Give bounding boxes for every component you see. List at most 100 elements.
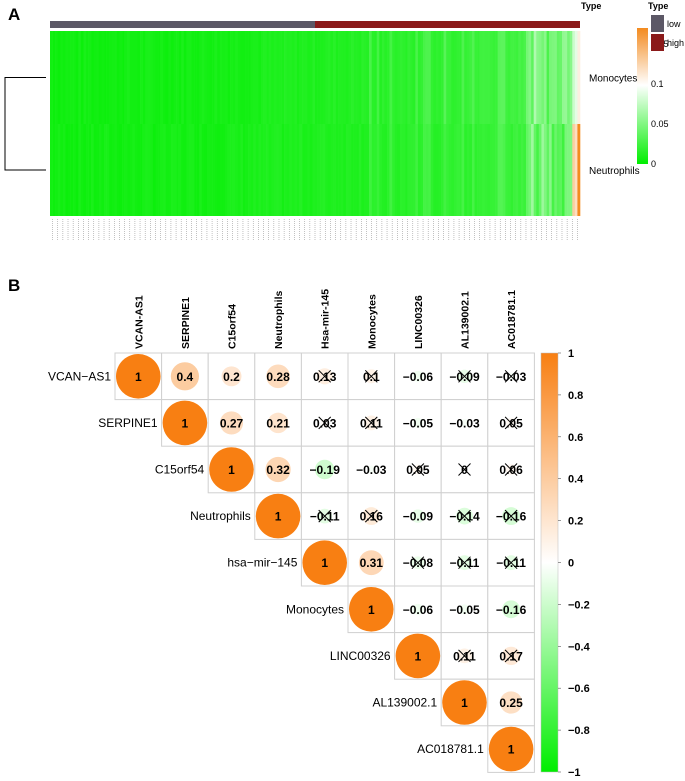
- heatmap-cell: [348, 31, 352, 124]
- type-bar-high: [315, 21, 580, 28]
- nonsignificant-cross: [504, 369, 518, 383]
- panel-b: B 1 0.4 0.2 0.28 0.13 0.1 −0.06 −0.09 −0.03 1 0.27…: [8, 276, 591, 779]
- heatmap-cell: [569, 31, 573, 124]
- corr-value-label: 0.16: [360, 510, 384, 524]
- heatmap-cell: [57, 124, 61, 216]
- heatmap-cell: [343, 124, 347, 216]
- heatmap-cell: [101, 31, 105, 124]
- corr-circle: [412, 417, 423, 428]
- type-legend-swatch-high: [651, 34, 664, 51]
- heatmap-legend-tick: 0.1: [651, 79, 664, 89]
- heatmap-cell: [152, 124, 156, 216]
- heatmap-cell: [212, 124, 215, 216]
- heatmap-cell: [86, 31, 89, 124]
- heatmap-cell: [356, 124, 360, 216]
- corr-value-label: −0.11: [450, 556, 480, 570]
- dendrogram-branch: [4, 77, 46, 171]
- corr-column-label: Hsa-mir-145: [320, 289, 332, 349]
- heatmap-cell: [505, 124, 509, 216]
- corr-value-label: 0.11: [360, 416, 383, 430]
- heatmap-cell: [106, 124, 110, 216]
- heatmap-cell: [327, 31, 331, 124]
- heatmap-cell: [240, 31, 244, 124]
- type-legend-swatch-low: [651, 15, 664, 32]
- heatmap-cell: [371, 31, 375, 124]
- corr-circle: [358, 550, 384, 576]
- heatmap-cell: [152, 31, 156, 124]
- heatmap-cell: [83, 124, 87, 216]
- heatmap-cell: [433, 31, 437, 124]
- heatmap-row-label-neutrophils: Neutrophils: [589, 166, 640, 177]
- heatmap-cell: [181, 124, 185, 216]
- corr-value-label: −0.05: [403, 416, 434, 430]
- heatmap-cell: [106, 31, 110, 124]
- heatmap-cell: [163, 124, 167, 216]
- heatmap-cell: [556, 124, 560, 216]
- colorbar-tick-label: 0.2: [568, 516, 583, 528]
- heatmap-cell: [52, 124, 56, 216]
- heatmap-cell: [70, 31, 74, 124]
- corr-column-label: C15orf54: [227, 304, 239, 349]
- heatmap-cell: [381, 124, 385, 216]
- heatmap-cell: [330, 31, 334, 124]
- corr-value-label: −0.05: [449, 603, 480, 617]
- nonsignificant-cross: [504, 649, 518, 663]
- heatmap-cell: [564, 31, 568, 124]
- corr-value-label: 1: [228, 463, 235, 477]
- heatmap-cell: [134, 31, 138, 124]
- heatmap-cell: [250, 31, 254, 124]
- heatmap-cell: [145, 124, 149, 216]
- heatmap-cell: [397, 31, 401, 124]
- heatmap-cell: [284, 124, 287, 216]
- heatmap-cell: [281, 31, 285, 124]
- heatmap-cell: [556, 31, 560, 124]
- heatmap-cell: [423, 124, 426, 216]
- heatmap-cell: [98, 31, 102, 124]
- corr-value-label: 0.31: [360, 556, 384, 570]
- heatmap-cell: [348, 124, 352, 216]
- heatmap-cell: [420, 31, 424, 124]
- heatmap-cell: [389, 124, 393, 216]
- corr-value-label: −0.03: [449, 416, 480, 430]
- heatmap-cell: [543, 31, 547, 124]
- heatmap-cell: [477, 124, 480, 216]
- heatmap-cell: [320, 124, 324, 216]
- heatmap-cell: [438, 124, 442, 216]
- heatmap-cell: [273, 124, 277, 216]
- heatmap-cell: [65, 31, 69, 124]
- heatmap-cell: [513, 124, 516, 216]
- heatmap-cell: [492, 31, 496, 124]
- corr-value-label: −0.19: [310, 463, 341, 477]
- heatmap-cell: [533, 31, 537, 124]
- heatmap-cell: [242, 31, 246, 124]
- heatmap-cell: [554, 31, 558, 124]
- heatmap-cell: [541, 31, 545, 124]
- heatmap-cell: [523, 124, 527, 216]
- corr-value-label: −0.16: [496, 510, 527, 524]
- heatmap-cell: [263, 124, 267, 216]
- heatmap-cell: [309, 124, 313, 216]
- heatmap-cell: [435, 31, 439, 124]
- heatmap-cell: [307, 31, 311, 124]
- heatmap-cell: [137, 31, 141, 124]
- nonsignificant-cross: [458, 463, 471, 476]
- heatmap-cell: [315, 124, 318, 216]
- heatmap-cell: [62, 31, 66, 124]
- corr-circle: [265, 456, 291, 483]
- corr-value-label: 0: [461, 463, 468, 477]
- heatmap-cell: [446, 124, 450, 216]
- heatmap-cell: [160, 31, 164, 124]
- heatmap-cell: [304, 124, 308, 216]
- heatmap-cell: [268, 124, 272, 216]
- heatmap-cell: [289, 31, 293, 124]
- heatmap-cell: [188, 31, 192, 124]
- heatmap-cell: [309, 31, 313, 124]
- corr-value-label: 0.13: [313, 370, 337, 384]
- heatmap-cell: [466, 31, 470, 124]
- heatmap-cell: [219, 31, 223, 124]
- heatmap-cell: [165, 31, 169, 124]
- heatmap-cell: [510, 31, 514, 124]
- heatmap-cell: [104, 31, 107, 124]
- corr-cell: [487, 399, 535, 447]
- heatmap-cell: [559, 124, 563, 216]
